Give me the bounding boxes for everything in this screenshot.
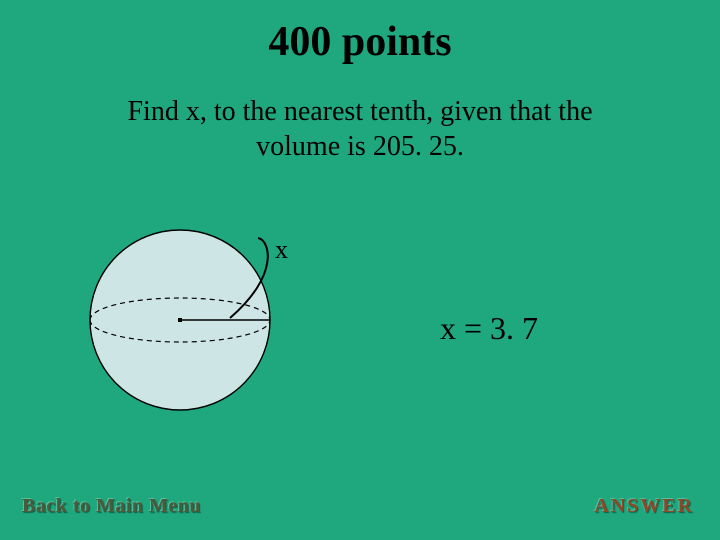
prompt-line-2: volume is 205. 25.	[256, 131, 464, 162]
answer-value: x = 3. 7	[440, 310, 538, 347]
radius-label: x	[275, 235, 288, 265]
prompt-line-1: Find x, to the nearest tenth, given that…	[127, 96, 592, 127]
back-to-main-button[interactable]: Back to Main Menu	[22, 495, 201, 518]
center-dot	[178, 318, 182, 322]
answer-button[interactable]: ANSWER	[594, 495, 694, 518]
sphere-diagram	[80, 220, 300, 420]
question-prompt: Find x, to the nearest tenth, given that…	[0, 94, 720, 164]
slide-title: 400 points	[0, 0, 720, 66]
